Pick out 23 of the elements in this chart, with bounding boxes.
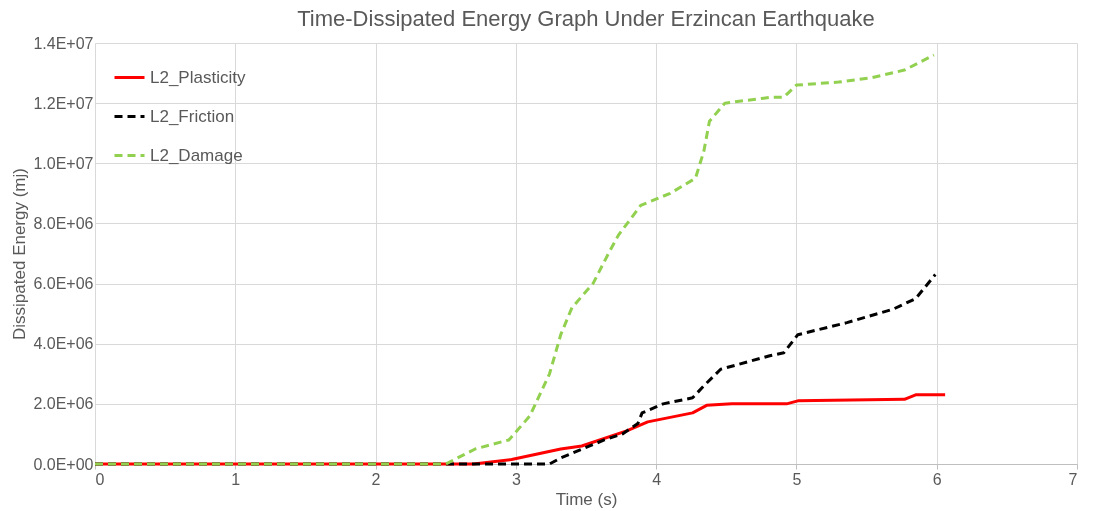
y-tick-label: 1.2E+07 (33, 94, 94, 112)
x-tick-label: 3 (511, 470, 521, 488)
legend-label: L2_Damage (150, 145, 243, 165)
chart-title: Time-Dissipated Energy Graph Under Erzincan Earthquake (297, 6, 875, 31)
y-tick-label: 6.0E+06 (33, 275, 94, 293)
x-tick-label: 1 (231, 470, 241, 488)
x-tick-label: 5 (792, 470, 802, 488)
legend-label: L2_Plasticity (150, 67, 246, 87)
y-tick-label: 8.0E+06 (33, 214, 94, 232)
line-series (93, 53, 936, 466)
y-tick-label: 4.0E+06 (33, 335, 94, 353)
y-tick-label: 0.0E+00 (33, 455, 94, 473)
x-tick-label: 4 (652, 470, 662, 488)
y-tick-label: 1.4E+07 (33, 34, 94, 52)
x-tick-label: 2 (371, 470, 381, 488)
x-tick-label: 7 (1068, 470, 1078, 488)
x-tick-label: 0 (95, 470, 105, 488)
legend-label: L2_Friction (150, 106, 235, 126)
y-tick-label: 2.0E+06 (33, 395, 94, 413)
y-tick-label: 1.0E+07 (33, 154, 94, 172)
x-axis-title: Time (s) (555, 489, 618, 509)
x-tick-label: 6 (932, 470, 942, 488)
y-axis-title: Dissipated Energy (mj) (10, 168, 30, 340)
